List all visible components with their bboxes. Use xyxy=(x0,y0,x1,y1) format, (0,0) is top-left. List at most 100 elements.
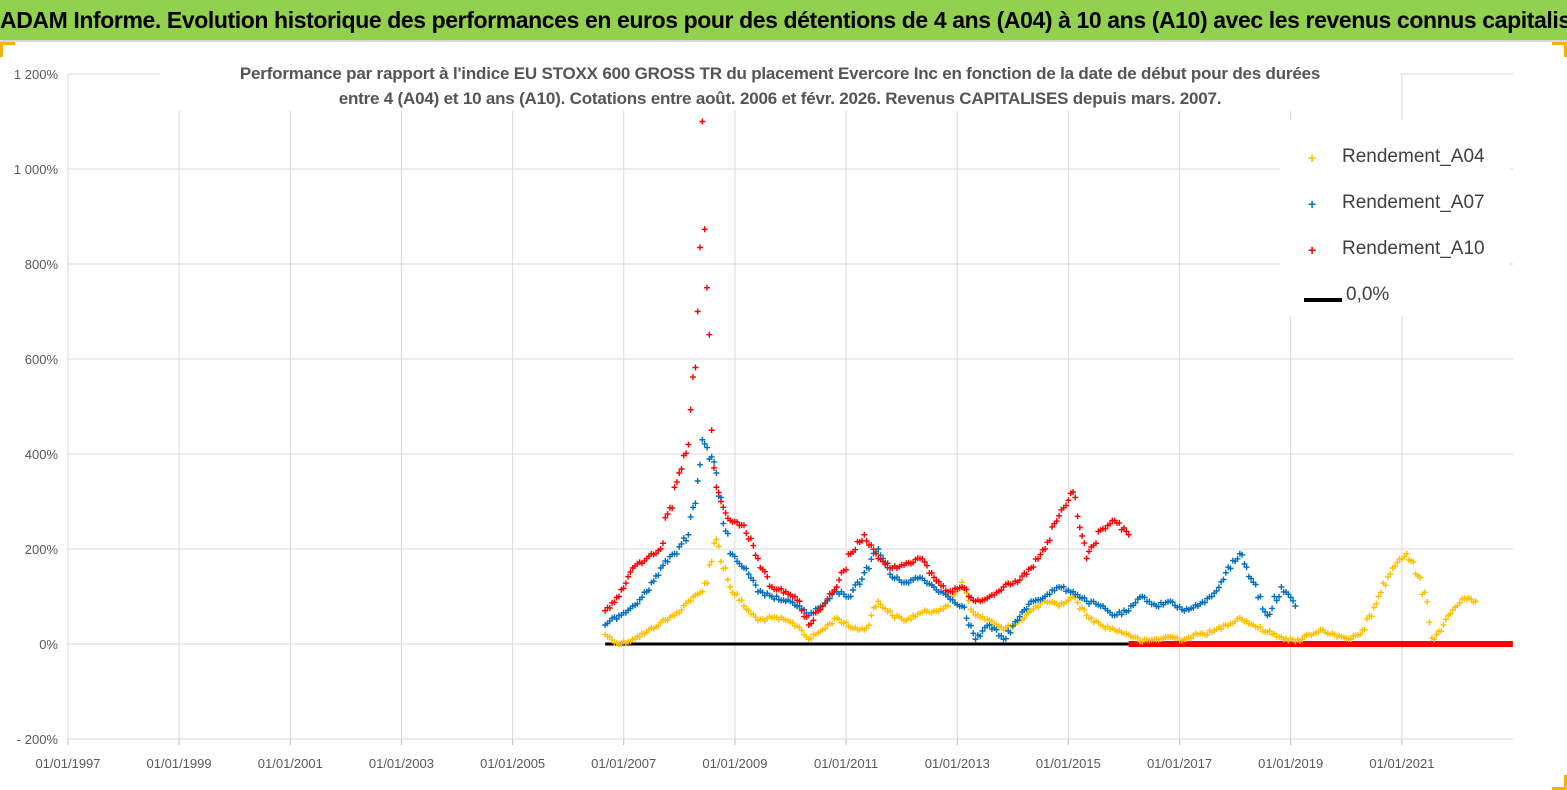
data-point-rendement-a07 xyxy=(660,562,666,569)
data-point-rendement-a10 xyxy=(1056,512,1063,519)
data-point-rendement-a04 xyxy=(1442,616,1449,623)
data-point-rendement-a04 xyxy=(944,603,951,609)
data-point-rendement-a07 xyxy=(724,530,731,537)
data-point-rendement-a10 xyxy=(703,284,710,291)
data-point-rendement-a07 xyxy=(847,593,854,600)
data-point-rendement-a10 xyxy=(754,555,761,562)
data-point-rendement-a07 xyxy=(773,593,780,600)
legend-marker-a10: + xyxy=(1308,242,1317,258)
data-point-rendement-a07 xyxy=(639,594,645,601)
data-point-rendement-a04 xyxy=(687,597,694,604)
y-tick-label: 1 000% xyxy=(14,162,59,177)
data-point-rendement-a04 xyxy=(868,612,875,619)
data-point-rendement-a10 xyxy=(1030,564,1037,571)
x-tick-label: 01/01/2011 xyxy=(814,756,878,771)
legend-item-zero: 0,0% xyxy=(1280,284,1510,314)
data-point-rendement-a10 xyxy=(1063,502,1070,509)
data-point-rendement-a07 xyxy=(1046,591,1053,598)
data-point-rendement-a04 xyxy=(715,543,722,550)
data-point-rendement-a07 xyxy=(1155,603,1162,610)
data-point-rendement-a10 xyxy=(1102,525,1109,532)
data-point-rendement-a07 xyxy=(1266,611,1273,618)
data-point-rendement-a07 xyxy=(655,572,662,579)
data-point-rendement-a04 xyxy=(745,607,752,614)
data-point-rendement-a10 xyxy=(713,484,720,491)
data-point-rendement-a04 xyxy=(704,580,711,586)
data-point-rendement-a07 xyxy=(1025,601,1032,608)
data-point-rendement-a04 xyxy=(1378,589,1384,596)
legend-item-a04: + Rendement_A04 xyxy=(1280,146,1510,176)
data-point-rendement-a10 xyxy=(1093,540,1099,547)
data-point-rendement-a07 xyxy=(713,470,720,476)
data-point-rendement-a10 xyxy=(690,374,696,381)
data-point-rendement-a10 xyxy=(940,582,947,589)
data-point-rendement-a07 xyxy=(1248,575,1255,582)
data-point-rendement-a07 xyxy=(750,577,757,584)
data-point-rendement-a10 xyxy=(602,607,609,614)
y-tick-label: 1 200% xyxy=(14,67,59,82)
data-point-rendement-a04 xyxy=(796,624,803,631)
data-point-rendement-a10 xyxy=(697,244,703,251)
data-point-rendement-a10 xyxy=(817,606,824,613)
data-point-rendement-a10 xyxy=(836,576,843,583)
data-point-rendement-a04 xyxy=(873,603,879,610)
data-point-rendement-a07 xyxy=(731,553,738,560)
data-point-rendement-a10 xyxy=(722,509,729,516)
data-point-rendement-a07 xyxy=(1002,635,1009,642)
data-point-rendement-a04 xyxy=(1188,635,1195,642)
data-point-rendement-a07 xyxy=(1023,606,1030,612)
y-tick-labels: - 200% 0% 200% 400% 600% 800% 1 000% 1 200% xyxy=(14,67,59,747)
data-point-rendement-a10 xyxy=(692,364,699,371)
data-point-rendement-a10 xyxy=(611,599,618,606)
data-point-rendement-a04 xyxy=(1083,612,1090,619)
data-point-rendement-a07 xyxy=(692,500,699,507)
data-point-rendement-a07 xyxy=(699,436,706,443)
header-banner: ADAM Informe. Evolution historique des p… xyxy=(0,0,1567,42)
data-point-rendement-a10 xyxy=(706,331,713,338)
legend-label-a07: Rendement_A07 xyxy=(1342,192,1485,213)
data-point-rendement-a07 xyxy=(1208,593,1215,600)
data-point-rendement-a10 xyxy=(676,470,683,476)
data-point-rendement-a10 xyxy=(919,555,926,562)
data-point-rendement-a10 xyxy=(824,596,831,603)
y-tick-label: - 200% xyxy=(17,732,59,747)
corner-marker-bottom-right xyxy=(1552,775,1567,790)
data-point-rendement-a07 xyxy=(745,571,752,578)
data-point-rendement-a07 xyxy=(856,581,863,588)
data-point-rendement-a04 xyxy=(1456,599,1463,606)
chart-title-line-1: Performance par rapport à l'indice EU ST… xyxy=(239,64,1321,83)
data-point-rendement-a07 xyxy=(720,520,727,527)
data-point-rendement-a07 xyxy=(986,622,993,628)
data-point-rendement-a04 xyxy=(798,627,805,634)
data-point-rendement-a10 xyxy=(671,484,678,491)
data-point-rendement-a07 xyxy=(1215,584,1222,591)
data-points xyxy=(602,118,1479,647)
data-point-rendement-a07 xyxy=(697,461,704,468)
chart-title-line-2: entre 4 (A04) et 10 ans (A10). Cotations… xyxy=(338,89,1222,108)
data-point-rendement-a04 xyxy=(713,536,720,543)
data-point-rendement-a10 xyxy=(833,584,840,590)
data-point-rendement-a04 xyxy=(722,565,729,571)
data-point-rendement-a07 xyxy=(963,615,970,622)
data-point-rendement-a07 xyxy=(993,626,1000,633)
data-point-rendement-a04 xyxy=(1218,626,1225,632)
data-point-rendement-a10 xyxy=(930,574,937,581)
data-point-rendement-a07 xyxy=(1276,593,1283,600)
data-point-rendement-a10 xyxy=(949,588,956,595)
data-point-rendement-a10 xyxy=(616,593,623,600)
data-point-rendement-a07 xyxy=(687,513,694,520)
data-point-rendement-a10 xyxy=(622,580,629,587)
data-point-rendement-a10 xyxy=(743,530,750,537)
data-point-rendement-a10 xyxy=(660,540,666,547)
data-point-rendement-a10 xyxy=(720,504,727,511)
data-point-rendement-a04 xyxy=(1438,628,1445,635)
data-point-rendement-a04 xyxy=(706,562,713,568)
x-tick-label: 01/01/2019 xyxy=(1258,756,1323,771)
data-point-rendement-a10 xyxy=(921,559,928,565)
data-point-rendement-a10 xyxy=(861,531,868,538)
data-point-rendement-a04 xyxy=(738,597,745,604)
data-point-rendement-a07 xyxy=(1252,581,1259,588)
data-point-rendement-a04 xyxy=(1368,613,1375,620)
data-point-rendement-a07 xyxy=(1243,564,1250,571)
data-point-rendement-a10 xyxy=(935,578,942,585)
